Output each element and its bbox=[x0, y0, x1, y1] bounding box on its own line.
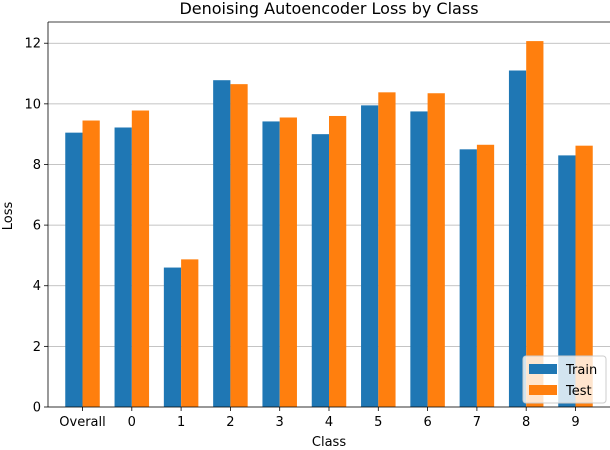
legend-label-train: Train bbox=[565, 363, 597, 378]
legend: Train Test bbox=[522, 355, 607, 404]
x-tick-label: 6 bbox=[423, 415, 431, 430]
y-tick-label: 12 bbox=[24, 37, 41, 52]
bar-test bbox=[82, 120, 100, 407]
x-axis-label: Class bbox=[312, 435, 346, 450]
bar-test bbox=[279, 117, 297, 407]
x-tick-label: 5 bbox=[374, 415, 382, 430]
x-tick-label: 2 bbox=[226, 415, 234, 430]
bar-test bbox=[575, 145, 593, 407]
legend-swatch-train bbox=[529, 364, 557, 374]
x-tick-label: 1 bbox=[177, 415, 185, 430]
y-tick-label: 4 bbox=[33, 279, 41, 294]
chart-title: Denoising Autoencoder Loss by Class bbox=[179, 0, 478, 18]
bar-train bbox=[262, 121, 280, 407]
bar-train bbox=[311, 134, 329, 408]
y-axis-label: Loss bbox=[1, 202, 16, 231]
bar-train bbox=[163, 267, 182, 407]
legend-label-test: Test bbox=[565, 384, 592, 399]
x-tick-label: 9 bbox=[571, 415, 579, 430]
bar-train bbox=[459, 149, 477, 408]
y-tick-label: 0 bbox=[33, 401, 41, 416]
x-tick-label: 4 bbox=[325, 415, 333, 430]
y-axis-ticks: 0 2 4 6 8 10 12 bbox=[24, 37, 48, 416]
legend-swatch-test bbox=[529, 385, 557, 395]
bar-test bbox=[230, 84, 248, 408]
x-tick-label: 3 bbox=[276, 415, 284, 430]
x-axis-ticks: Overall 0 1 2 3 4 5 6 7 8 9 bbox=[59, 407, 580, 430]
y-tick-label: 10 bbox=[24, 97, 41, 112]
y-tick-label: 8 bbox=[33, 158, 41, 173]
x-tick-label: 7 bbox=[473, 415, 481, 430]
x-tick-label: Overall bbox=[59, 415, 105, 430]
bar-test bbox=[131, 110, 150, 407]
bar-test bbox=[476, 144, 495, 408]
bar-train bbox=[361, 105, 379, 407]
x-tick-label: 0 bbox=[128, 415, 136, 430]
bar-train bbox=[410, 111, 428, 407]
bar-train bbox=[508, 70, 527, 407]
y-tick-label: 6 bbox=[33, 219, 41, 234]
bar-test bbox=[427, 93, 445, 407]
bar-test bbox=[329, 115, 347, 407]
bar-train bbox=[114, 127, 132, 407]
x-tick-label: 8 bbox=[522, 415, 530, 430]
bar-train bbox=[65, 132, 83, 408]
bars bbox=[65, 41, 593, 408]
bar-test bbox=[378, 92, 396, 407]
bar-train bbox=[558, 155, 576, 407]
y-tick-label: 2 bbox=[33, 340, 41, 355]
bar-test bbox=[526, 41, 544, 408]
bar-test bbox=[181, 259, 199, 407]
bar-train bbox=[213, 80, 231, 408]
